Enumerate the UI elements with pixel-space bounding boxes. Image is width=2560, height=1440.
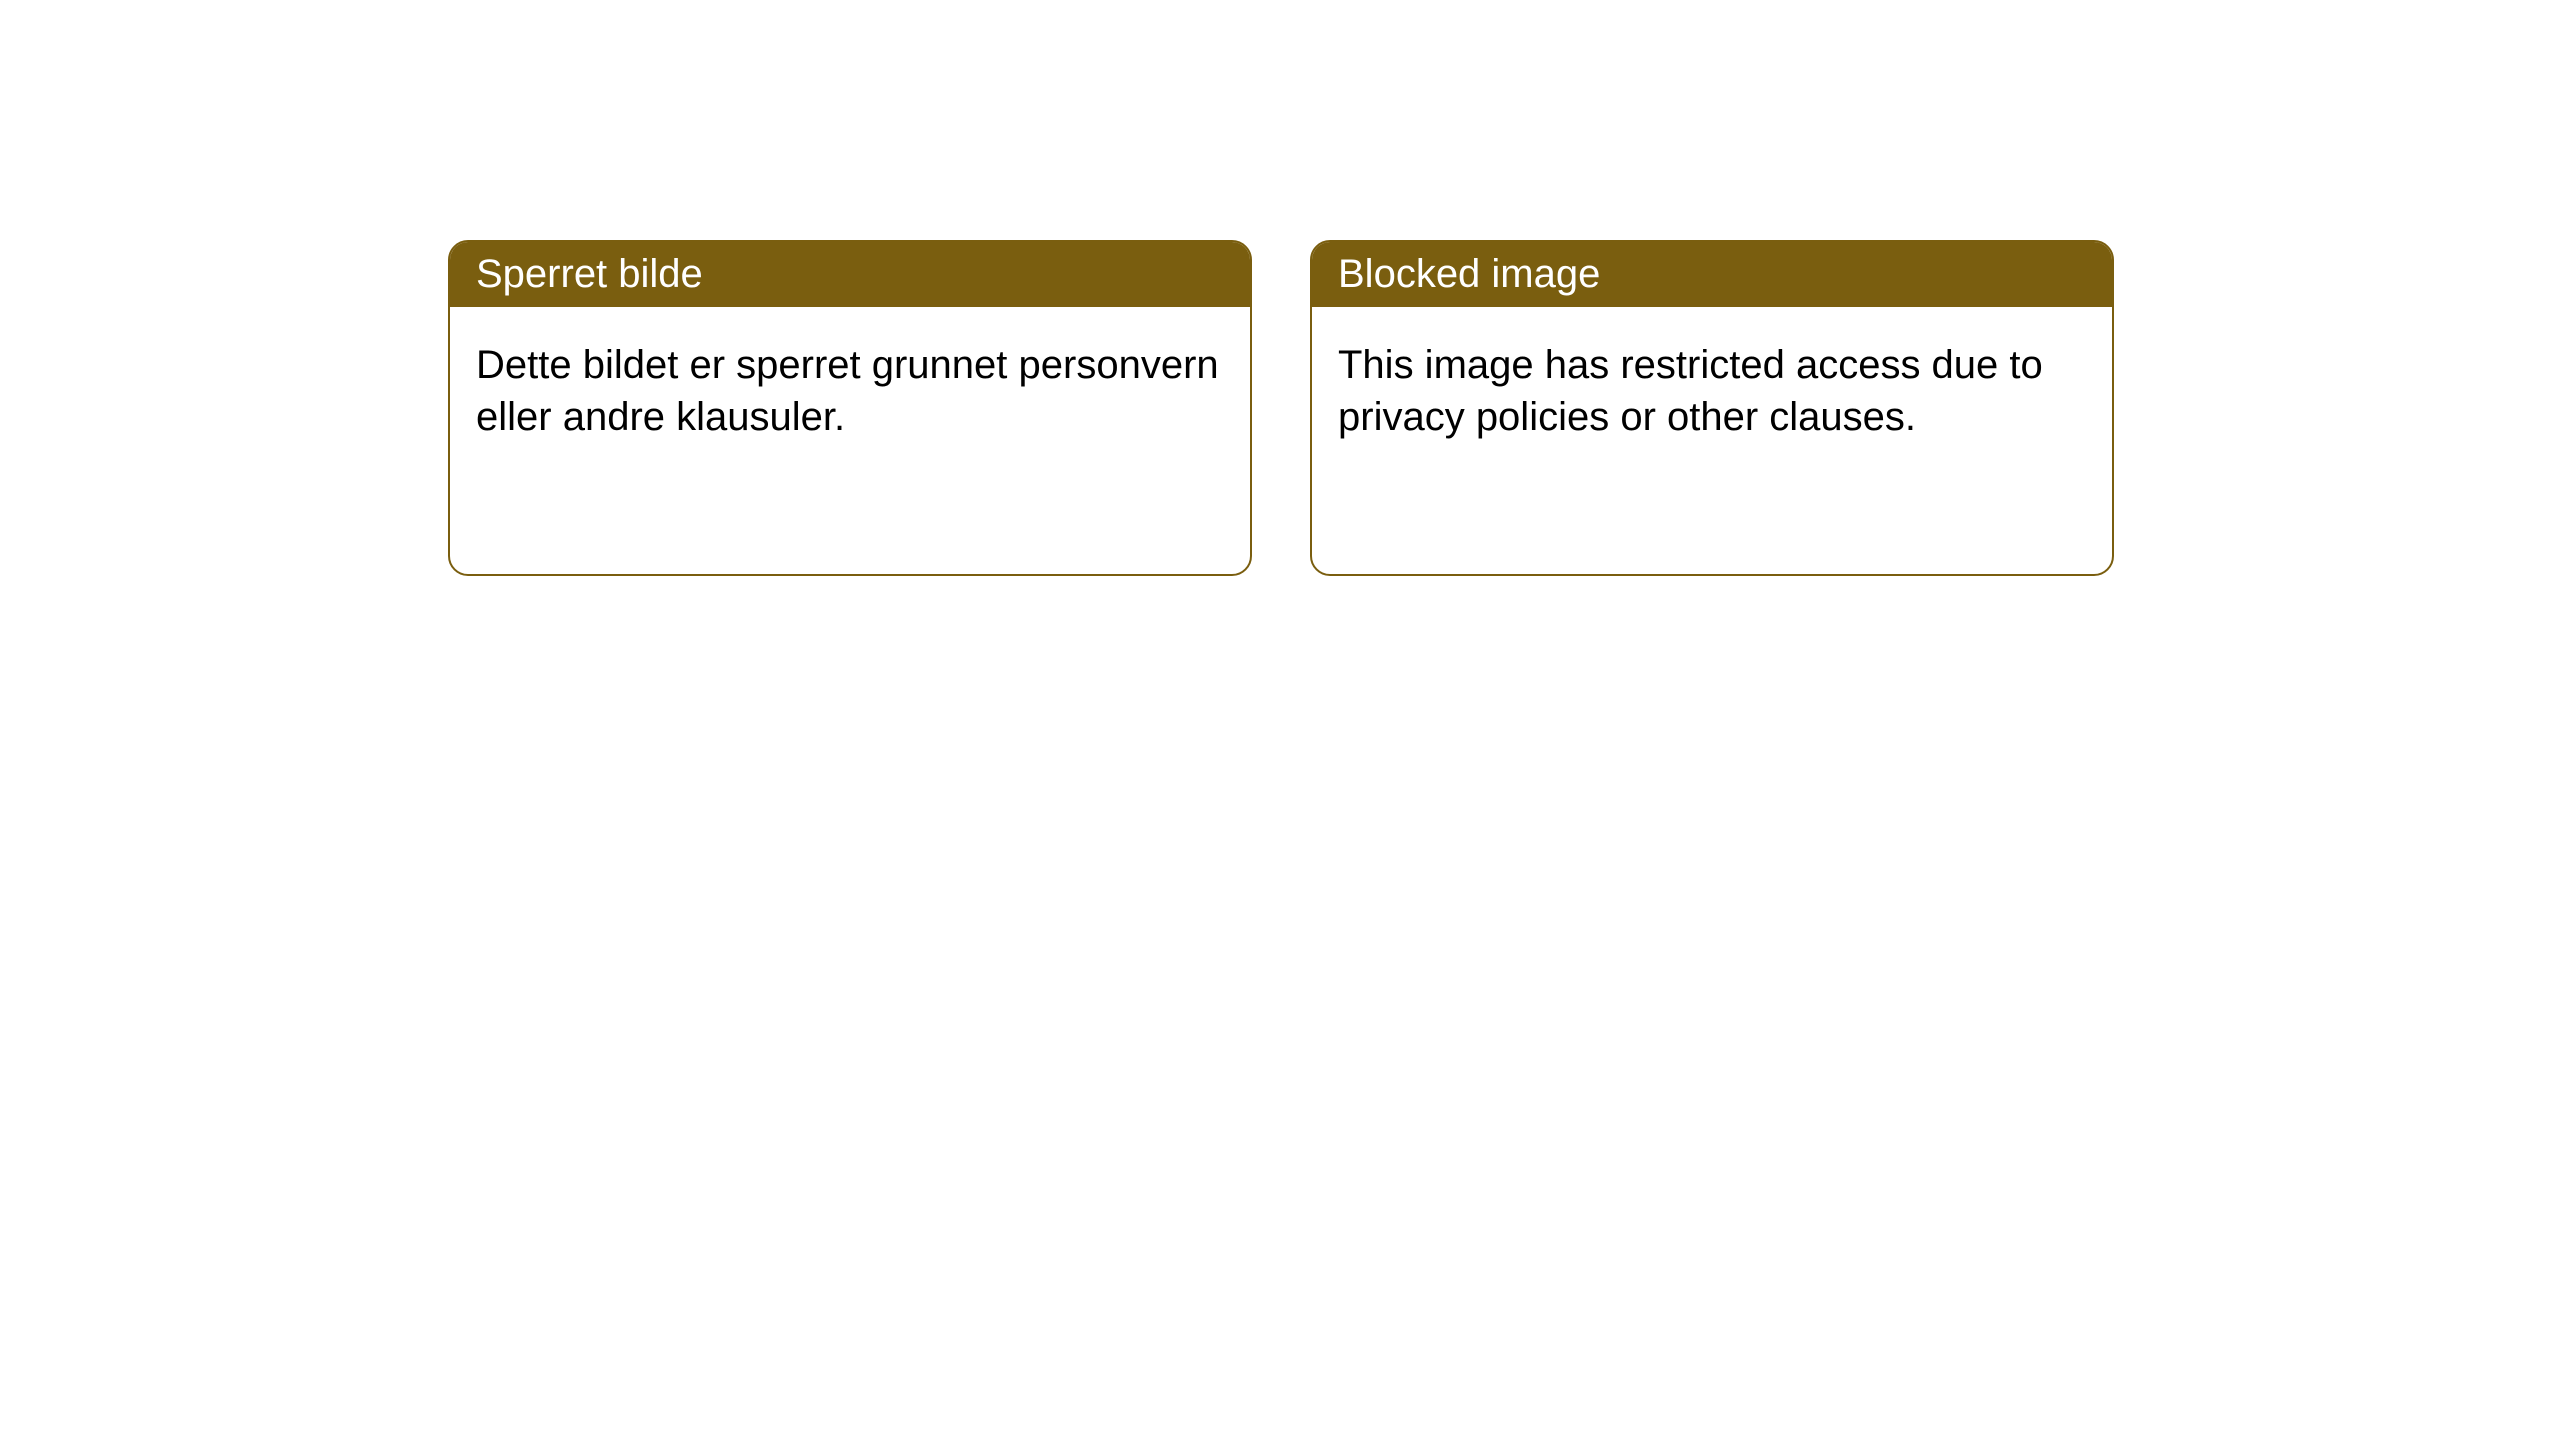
notice-cards-container: Sperret bilde Dette bildet er sperret gr… — [0, 0, 2560, 576]
card-header-norwegian: Sperret bilde — [450, 242, 1250, 307]
card-body-norwegian: Dette bildet er sperret grunnet personve… — [450, 307, 1250, 475]
blocked-image-card-english: Blocked image This image has restricted … — [1310, 240, 2114, 576]
card-body-english: This image has restricted access due to … — [1312, 307, 2112, 475]
blocked-image-card-norwegian: Sperret bilde Dette bildet er sperret gr… — [448, 240, 1252, 576]
card-header-english: Blocked image — [1312, 242, 2112, 307]
